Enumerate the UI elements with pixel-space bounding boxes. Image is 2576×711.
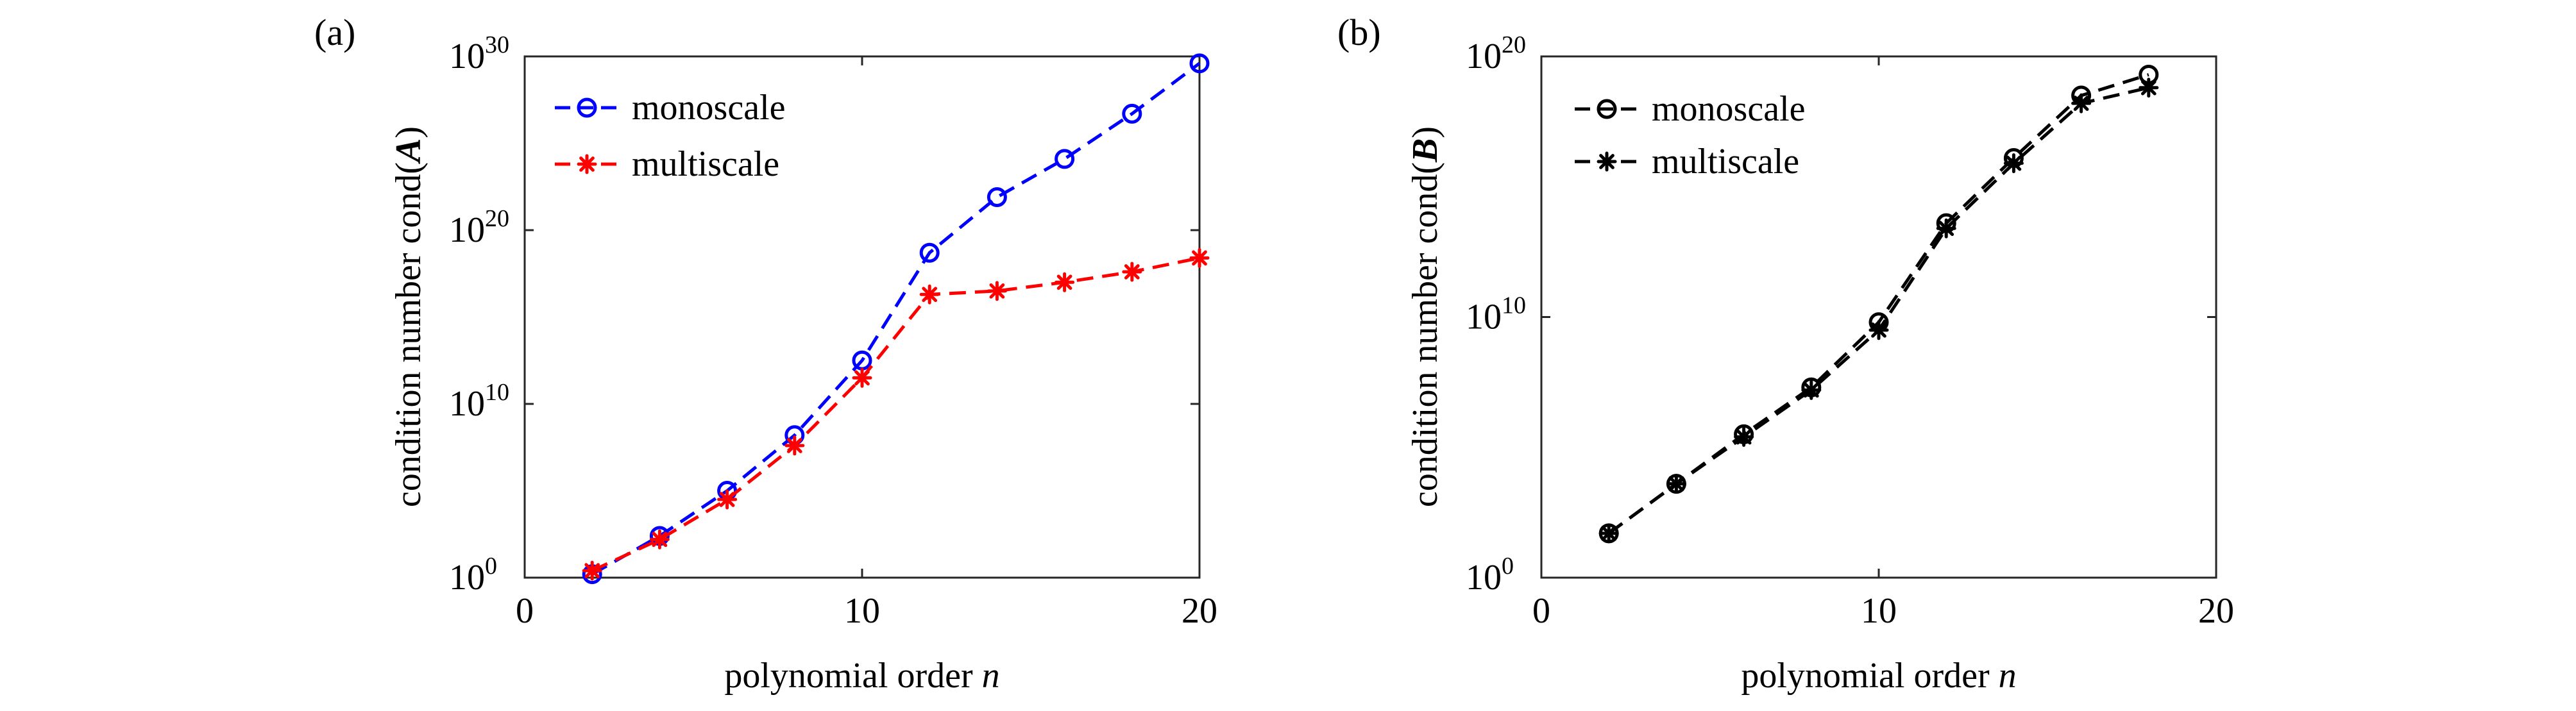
legend-item: multiscale xyxy=(1575,142,1799,181)
data-point xyxy=(1734,426,1754,447)
panel-label: (b) xyxy=(1337,12,1381,53)
series-line xyxy=(591,256,1200,573)
series-monoscale xyxy=(582,53,1210,585)
y-tick-labels: 100 1010 1020 xyxy=(1466,31,1526,598)
data-point xyxy=(987,281,1007,301)
x-tick-label: 0 xyxy=(1532,591,1550,631)
legend-marker xyxy=(577,154,597,174)
legend-marker xyxy=(1597,99,1617,119)
data-point xyxy=(852,367,872,388)
x-tick-label: 10 xyxy=(844,591,880,631)
panel-label: (a) xyxy=(314,12,355,53)
data-point xyxy=(1055,149,1075,169)
data-point xyxy=(649,529,670,549)
data-point xyxy=(1868,320,1889,340)
data-point xyxy=(919,242,940,263)
x-tick-label: 20 xyxy=(1182,591,1217,631)
axis-ticks xyxy=(523,55,1201,579)
series-line xyxy=(591,62,1201,576)
data-point xyxy=(2003,153,2024,174)
plot-area xyxy=(1540,55,2217,579)
series-multiscale xyxy=(1598,78,2159,544)
data-point xyxy=(1936,218,1956,238)
legend: monoscale multiscale xyxy=(555,88,785,184)
series-monoscale xyxy=(1598,64,2159,544)
data-point xyxy=(1122,103,1142,124)
y-tick-label: 1030 xyxy=(449,31,509,76)
x-tick-label: 20 xyxy=(2198,591,2234,631)
y-tick-label: 1010 xyxy=(449,379,509,424)
y-tick-label: 100 xyxy=(449,553,497,598)
y-tick-label: 1020 xyxy=(1466,31,1526,76)
legend-item: multiscale xyxy=(555,144,779,184)
data-point xyxy=(1801,380,1822,400)
data-point xyxy=(717,489,738,510)
data-point xyxy=(987,187,1007,208)
data-point xyxy=(2139,78,2159,98)
legend-label: monoscale xyxy=(632,88,785,128)
series-layer xyxy=(582,53,1210,585)
y-tick-label: 100 xyxy=(1466,553,1514,598)
legend-item: monoscale xyxy=(555,88,785,128)
x-axis-label: polynomial order n xyxy=(1741,656,2016,696)
y-axis-label: condition number cond(B) xyxy=(1405,126,1445,507)
data-point xyxy=(2071,93,2092,113)
data-point xyxy=(1598,523,1619,544)
data-point xyxy=(582,560,602,581)
axis-ticks xyxy=(1540,55,2217,579)
y-axis-label: condition number cond(A) xyxy=(389,126,428,507)
data-point xyxy=(1055,272,1075,292)
x-tick-label: 10 xyxy=(1861,591,1897,631)
series-multiscale xyxy=(582,247,1210,581)
legend: monoscale multiscale xyxy=(1575,89,1805,181)
series-layer xyxy=(1598,64,2159,544)
data-point xyxy=(1666,474,1686,494)
data-point xyxy=(784,435,805,456)
x-tick-labels: 0 10 20 xyxy=(516,591,1217,631)
legend-marker xyxy=(577,97,597,118)
legend-label: multiscale xyxy=(1652,142,1799,181)
y-tick-labels: 100 1010 1020 1030 xyxy=(449,31,509,598)
legend-item: monoscale xyxy=(1575,89,1805,129)
data-point xyxy=(919,284,940,305)
legend-label: multiscale xyxy=(632,144,779,184)
legend-label: monoscale xyxy=(1652,89,1805,129)
legend-marker xyxy=(1597,151,1617,172)
data-point xyxy=(1122,262,1142,282)
x-tick-labels: 0 10 20 xyxy=(1532,591,2234,631)
data-point xyxy=(1189,53,1210,74)
x-tick-label: 0 xyxy=(516,591,534,631)
x-axis-label: polynomial order n xyxy=(724,656,999,696)
y-tick-label: 1020 xyxy=(449,205,509,250)
y-tick-label: 1010 xyxy=(1466,292,1526,337)
data-point xyxy=(1189,247,1210,268)
